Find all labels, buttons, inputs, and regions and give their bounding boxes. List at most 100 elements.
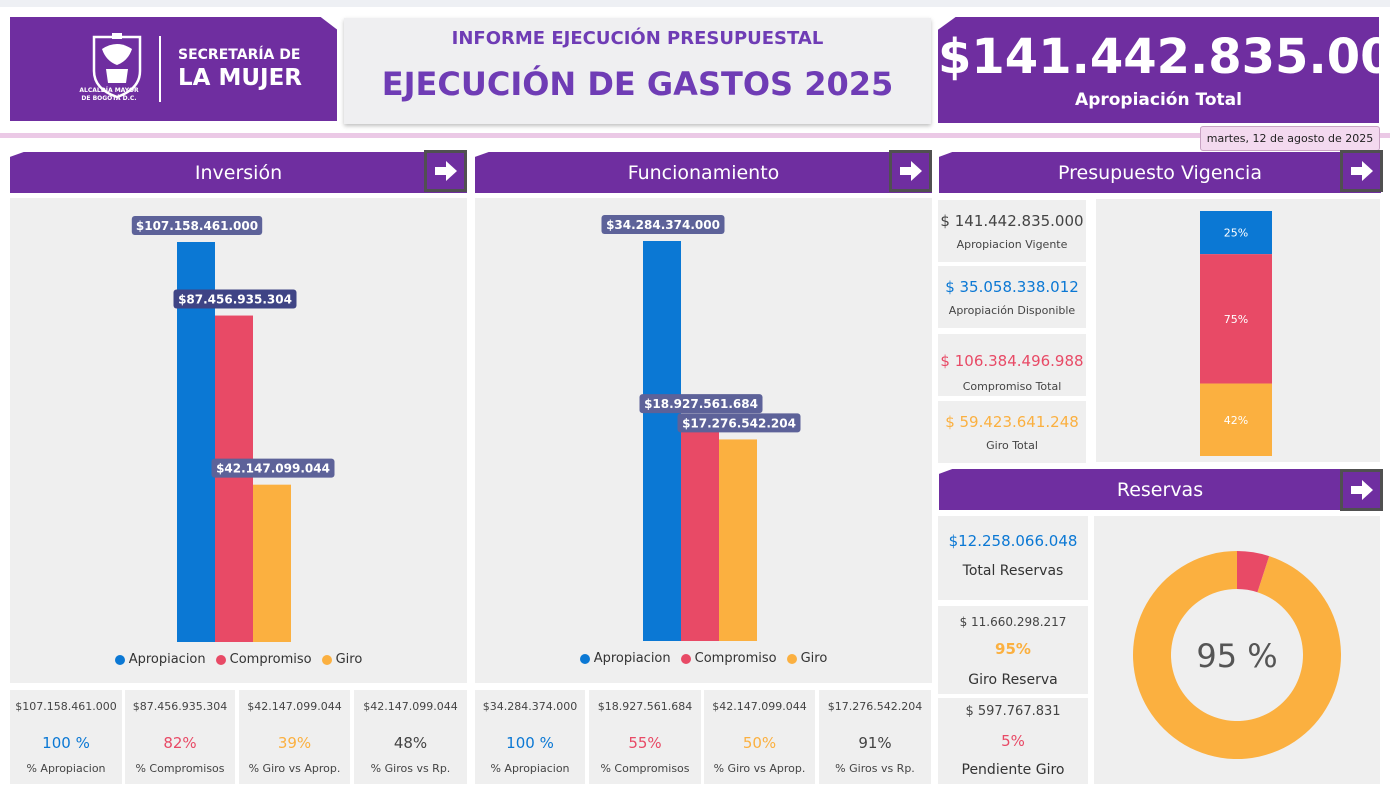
data-label-background <box>173 289 297 309</box>
legend-swatch-compromiso <box>680 653 691 664</box>
bar-giro[interactable] <box>719 439 757 641</box>
reservas-donut-panel: 95 % <box>1094 516 1380 784</box>
arrow-right-icon <box>899 161 922 181</box>
legend-item-apropiacion: Apropiacion <box>579 651 671 666</box>
bar-compromiso[interactable] <box>215 315 253 642</box>
report-subtitle: INFORME EJECUCIÓN PRESUPUESTAL <box>451 28 824 49</box>
reservas-pend-value: $ 597.767.831 <box>965 704 1061 719</box>
funcionamiento-kpi-compromisos: $18.927.561.684 55% % Compromisos <box>589 690 701 784</box>
stack-segment-apropiacion[interactable] <box>1200 211 1272 255</box>
donut-slice-pendiente[interactable] <box>1237 551 1270 593</box>
section-title-reservas: Reservas <box>1116 479 1204 501</box>
kpi-label: % Giros vs Rp. <box>835 762 915 775</box>
data-label-text: $87.456.935.304 <box>178 293 292 307</box>
stack-segment-giro[interactable] <box>1200 383 1272 456</box>
kpi-value: $42.147.099.044 <box>247 700 342 713</box>
legend-item-compromiso: Compromiso <box>215 652 312 667</box>
report-title-panel: INFORME EJECUCIÓN PRESUPUESTAL EJECUCIÓN… <box>344 18 931 124</box>
kpi-percent: 39% <box>277 734 312 752</box>
section-title-funcionamiento: Funcionamiento <box>627 162 780 184</box>
funcionamiento-bar-chart: $34.284.374.000 $18.927.561.684 $17.276.54… <box>601 215 801 641</box>
arrow-right-icon <box>1350 161 1373 181</box>
kpi-percent: 82% <box>163 734 197 752</box>
funcionamiento-legend: Apropiacion Compromiso Giro <box>475 651 932 666</box>
presupuesto-value: $ 35.058.338.012 <box>945 278 1079 296</box>
arrow-right-icon <box>434 161 457 181</box>
data-label-background <box>131 216 263 235</box>
section-title-inversion: Inversión <box>194 162 283 184</box>
kpi-label: % Compromisos <box>135 762 225 775</box>
logo-alcaldia-line1: ALCALDÍA MAYOR <box>79 87 139 94</box>
legend-label-apropiacion: Apropiacion <box>593 651 671 666</box>
legend-swatch-giro <box>321 654 332 665</box>
kpi-percent: 100 % <box>42 734 90 752</box>
kpi-label: % Giro vs Aprop. <box>713 762 806 775</box>
legend-item-apropiacion: Apropiacion <box>114 652 206 667</box>
logo-panel: ALCALDÍA MAYOR DE BOGOTÁ D.C. SECRETARÍA… <box>10 17 337 121</box>
data-label-background <box>677 413 801 433</box>
logo-entity-line2: LA MUJER <box>178 65 303 91</box>
presupuesto-nav-button[interactable] <box>1340 150 1383 192</box>
presupuesto-label: Apropiacion Vigente <box>956 238 1068 251</box>
inversion-nav-button[interactable] <box>424 150 467 192</box>
legend-swatch-apropiacion <box>114 654 125 665</box>
presupuesto-stacked-panel: 25% 75% 42% <box>1096 199 1380 462</box>
total-appropriation-value: $141.442.835.000 <box>938 29 1390 85</box>
presupuesto-label: Giro Total <box>986 439 1038 452</box>
funcionamiento-chart-panel: $34.284.374.000 $18.927.561.684 $17.276.54… <box>475 198 932 683</box>
legend-label-giro: Giro <box>335 652 363 667</box>
section-header-presupuesto: Presupuesto Vigencia <box>939 152 1381 193</box>
presupuesto-card-giro: $ 59.423.641.248 Giro Total <box>938 401 1086 463</box>
header-divider <box>0 133 1390 138</box>
presupuesto-card-vigente: $ 141.442.835.000 Apropiacion Vigente <box>938 200 1086 262</box>
data-label-giro: $17.276.542.204 <box>677 413 801 433</box>
section-title-presupuesto: Presupuesto Vigencia <box>1058 162 1262 184</box>
bogota-shield-logo <box>92 33 142 99</box>
data-label-text: $42.147.099.044 <box>216 462 330 476</box>
section-header-inversion: Inversión <box>10 152 467 193</box>
legend-swatch-compromiso <box>215 654 226 665</box>
presupuesto-label: Compromiso Total <box>962 380 1062 393</box>
bar-apropiacion[interactable] <box>177 242 215 642</box>
data-label-apropiacion: $107.158.461.000 <box>131 216 263 235</box>
reservas-total-value: $12.258.066.048 <box>948 532 1078 550</box>
stack-segment-label: 75% <box>1224 313 1248 326</box>
section-header-funcionamiento: Funcionamiento <box>475 152 932 193</box>
kpi-label: % Giro vs Aprop. <box>248 762 341 775</box>
presupuesto-value: $ 106.384.496.988 <box>940 352 1084 370</box>
stack-segment-compromiso[interactable] <box>1200 254 1272 384</box>
donut-center-label: 95 % <box>1196 637 1277 675</box>
bar-compromiso[interactable] <box>681 420 719 641</box>
kpi-value: $34.284.374.000 <box>482 700 578 713</box>
kpi-value: $17.276.542.204 <box>827 700 923 713</box>
bar-apropiacion[interactable] <box>643 241 681 641</box>
reservas-card-pendiente: $ 597.767.831 5% Pendiente Giro <box>938 698 1088 784</box>
presupuesto-card-disponible: $ 35.058.338.012 Apropiación Disponible <box>938 266 1086 328</box>
legend-item-compromiso: Compromiso <box>680 651 777 666</box>
presupuesto-value: $ 141.442.835.000 <box>940 212 1084 230</box>
kpi-percent: 55% <box>628 734 662 752</box>
inversion-kpi-giro-aprop: $42.147.099.044 39% % Giro vs Aprop. <box>239 690 350 784</box>
section-header-reservas: Reservas <box>939 469 1381 510</box>
data-label-text: $17.276.542.204 <box>682 416 796 430</box>
logo-alcaldia-line2: DE BOGOTÁ D.C. <box>81 95 137 102</box>
inversion-bar-chart: $107.158.461.000 $87.456.935.304 $42.147.0… <box>131 216 335 642</box>
donut-slice-giro[interactable] <box>1133 551 1342 759</box>
legend-item-giro: Giro <box>786 651 827 666</box>
data-label-background <box>211 458 335 478</box>
inversion-kpi-compromisos: $87.456.935.304 82% % Compromisos <box>125 690 235 784</box>
funcionamiento-kpi-giro-aprop: $42.147.099.044 50% % Giro vs Aprop. <box>704 690 815 784</box>
inversion-kpi-apropiacion: $107.158.461.000 100 % % Apropiacion <box>10 690 122 784</box>
funcionamiento-nav-button[interactable] <box>889 150 932 192</box>
bar-giro[interactable] <box>253 484 291 642</box>
kpi-value: $87.456.935.304 <box>132 700 228 713</box>
top-strip <box>0 0 1390 7</box>
reservas-card-total: $12.258.066.048 Total Reservas <box>938 516 1088 600</box>
reservas-nav-button[interactable] <box>1340 469 1383 511</box>
kpi-percent: 100 % <box>506 734 554 752</box>
funcionamiento-kpi-apropiacion: $34.284.374.000 100 % % Apropiacion <box>475 690 585 784</box>
reservas-giro-percent: 95% <box>995 640 1031 658</box>
reservas-giro-label: Giro Reserva <box>968 672 1058 688</box>
presupuesto-stacked-bar: 25% 75% 42% <box>1200 211 1272 456</box>
reservas-pend-label: Pendiente Giro <box>961 762 1065 778</box>
